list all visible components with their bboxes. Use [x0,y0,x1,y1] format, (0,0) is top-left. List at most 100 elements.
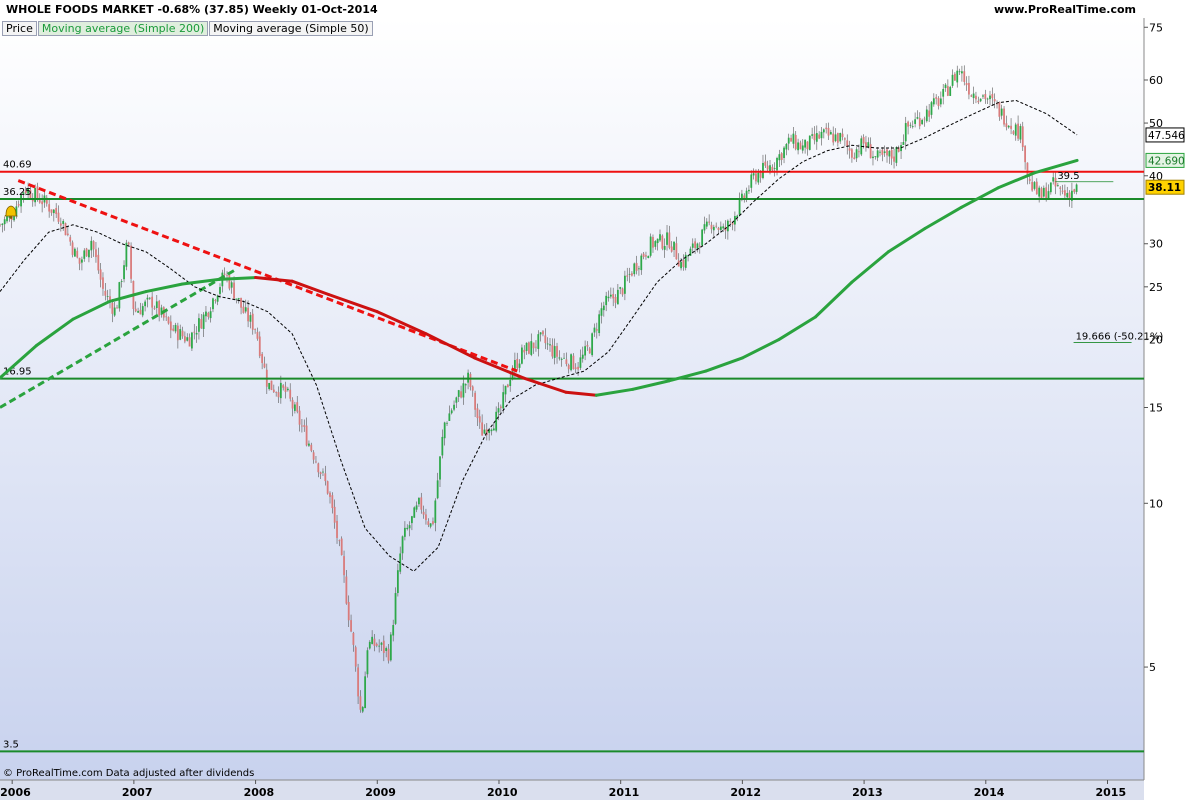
candle [968,75,970,100]
sma200-segment[interactable] [108,290,148,303]
sma200-segment[interactable] [217,276,258,281]
candle [81,256,83,271]
candle [581,346,584,363]
candle [764,154,767,169]
candle [661,234,664,251]
candle [907,120,909,135]
sma200-segment[interactable] [886,226,927,254]
sma200-segment[interactable] [0,344,39,380]
candle [633,262,636,277]
candle [160,304,163,318]
trendline[interactable] [0,267,239,409]
candle [965,76,968,91]
candle [865,135,867,152]
candle [766,160,769,172]
sma200-segment[interactable] [996,171,1036,190]
candle [200,314,203,329]
candle [532,342,535,354]
legend-sma200[interactable]: Moving average (Simple 200) [37,21,209,36]
candle [1052,171,1055,185]
candle [928,104,931,123]
candle [396,563,399,597]
candle [102,272,104,296]
y-tick-label: 25 [1149,281,1163,294]
sma200-segment[interactable] [564,390,598,397]
candle [902,134,905,145]
candle [1056,183,1059,187]
sma200-segment[interactable] [71,299,112,321]
candle [528,341,530,355]
candle [715,222,718,229]
candle [256,327,259,341]
sma200-segment[interactable] [740,338,781,360]
candle [242,300,245,314]
candle [586,341,589,351]
candle [212,297,214,313]
alert-bell-icon[interactable] [4,205,18,219]
candle [984,89,987,104]
candle [385,646,388,658]
x-tick-label: 2014 [974,786,1005,799]
x-tick-label: 2009 [365,786,396,799]
candle [1021,121,1024,151]
candle [219,283,221,299]
horizontal-line-label: 36.25 [3,187,32,198]
candle [991,87,994,105]
candle [544,328,547,350]
candle [504,385,507,403]
candle [675,236,678,260]
candle [78,257,81,271]
candle [930,101,933,119]
candle [670,241,673,253]
sma200-segment[interactable] [594,387,635,397]
y-tick-label: 15 [1149,402,1163,415]
sma200-segment[interactable] [327,293,379,314]
site-link[interactable]: www.ProRealTime.com [993,3,1136,16]
sma200-segment[interactable] [473,356,525,380]
candle [202,312,205,337]
sma200-segment[interactable] [144,282,185,294]
sma200-segment[interactable] [923,205,963,230]
candle [977,96,980,105]
sma200-segment[interactable] [375,310,428,336]
candle [441,429,444,459]
sma200-segment[interactable] [813,280,854,319]
sma200-segment[interactable] [667,369,708,383]
candle [593,323,596,337]
candle [310,442,313,453]
sma200-segment[interactable] [181,277,221,286]
sma200-segment[interactable] [35,317,75,348]
candle [92,240,95,257]
legend-sma50[interactable]: Moving average (Simple 50) [209,21,373,36]
candle [649,233,652,258]
candle [509,373,512,392]
x-tick-label: 2006 [0,786,31,799]
sma200-segment[interactable] [521,376,568,394]
sma200-segment[interactable] [290,279,331,297]
sma50-line[interactable] [0,99,1078,572]
candle [846,134,849,155]
sma200-segment[interactable] [704,356,744,373]
candle [806,141,809,156]
legend-price[interactable]: Price [2,21,37,36]
sma200-segment[interactable] [424,332,477,360]
candle [76,247,79,259]
candle [403,521,406,541]
candle [979,98,982,103]
candle [1042,185,1045,198]
sma200-segment[interactable] [850,250,890,284]
sma200-segment[interactable] [777,315,817,342]
sma200-segment[interactable] [1032,158,1079,175]
candle [623,270,626,301]
candle [836,132,839,147]
candle [872,150,874,166]
candle [897,145,900,153]
candle [90,236,93,258]
candle [413,506,416,518]
sma200-segment[interactable] [959,186,1000,209]
sma200-segment[interactable] [254,276,294,283]
candle [787,133,790,151]
sma200-segment[interactable] [631,379,671,391]
candle [1075,183,1078,195]
